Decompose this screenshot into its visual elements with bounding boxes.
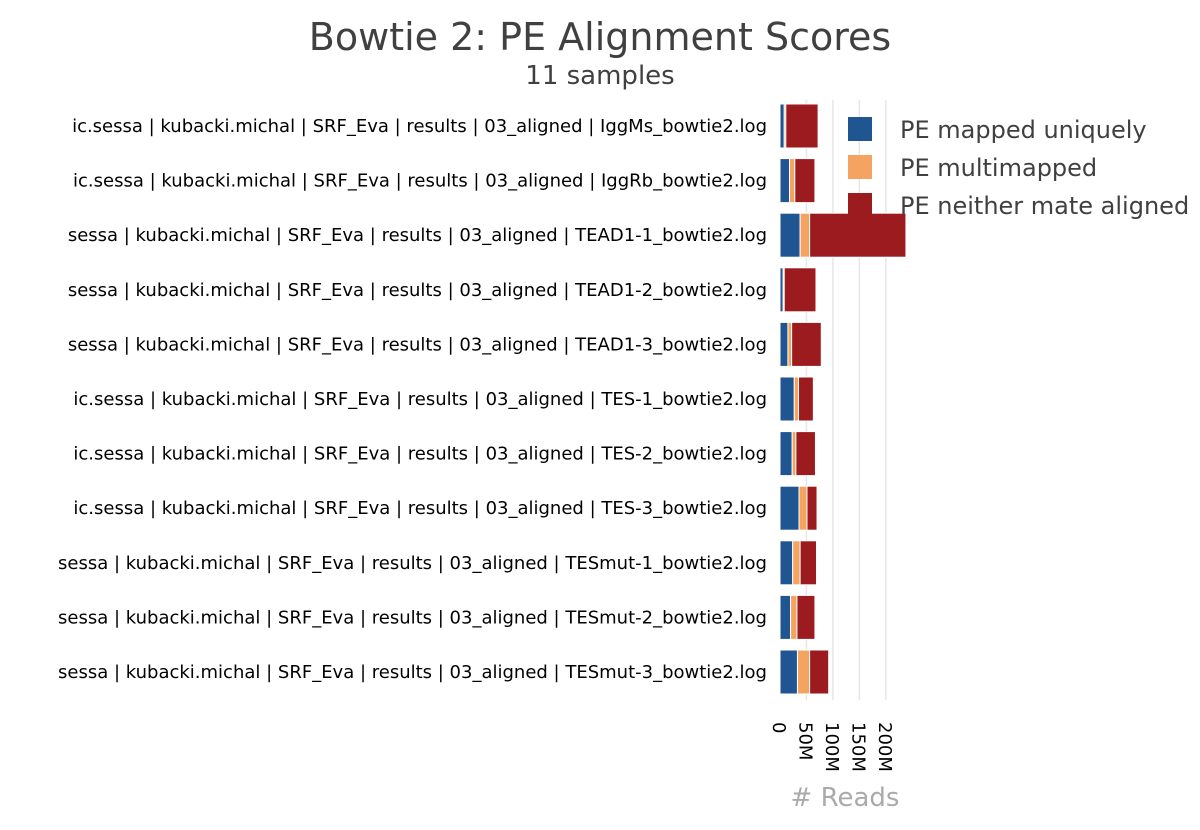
legend-item[interactable]: PE multimapped — [848, 154, 1097, 182]
legend[interactable]: PE mapped uniquely PE multimapped PE neith… — [848, 116, 1189, 220]
x-tick-label: 100M — [821, 722, 842, 772]
category-label: sessa | kubacki.michal | SRF_Eva | resul… — [58, 553, 767, 574]
legend-label: PE neither mate aligned — [900, 192, 1189, 220]
x-axis-label: # Reads — [791, 783, 900, 813]
legend-label: PE mapped uniquely — [900, 116, 1147, 144]
bar-segment-1[interactable]: PE mapped uniquely: 24000000 — [779, 540, 794, 586]
legend-item[interactable]: PE neither mate aligned — [848, 192, 1189, 220]
bar-segment-1[interactable]: PE mapped uniquely: 33000000 — [779, 649, 798, 695]
bar-segment-2[interactable]: PE multimapped: 15000000 — [798, 485, 808, 531]
bar-segment-2[interactable]: PE multimapped: 7000000 — [791, 431, 797, 477]
category-label: ic.sessa | kubacki.michal | SRF_Eva | re… — [73, 171, 767, 192]
category-label: ic.sessa | kubacki.michal | SRF_Eva | re… — [73, 444, 767, 465]
x-tick-label: 150M — [847, 722, 868, 772]
bars: PE mapped uniquely: 8000000 PE multimappe… — [779, 103, 907, 695]
bar-segment-2[interactable]: PE multimapped: 12000000 — [790, 594, 798, 640]
bar-segment-3[interactable]: PE neither mate aligned: 19000000 — [806, 485, 818, 531]
legend-label: PE multimapped — [900, 154, 1097, 182]
bar-segment-3[interactable]: PE neither mate aligned: 31000000 — [799, 540, 818, 586]
bar-segment-1[interactable]: PE mapped uniquely: 36000000 — [779, 485, 800, 531]
x-tick-label: 50M — [794, 722, 815, 760]
legend-swatch — [848, 193, 872, 217]
bar-segment-2[interactable]: PE multimapped: 8000000 — [793, 376, 800, 422]
bar-segment-1[interactable]: PE mapped uniquely: 38000000 — [779, 212, 801, 258]
bar-segment-3[interactable]: PE neither mate aligned: 61000000 — [785, 103, 819, 149]
x-tick-label: 200M — [874, 722, 895, 772]
category-label: sessa | kubacki.michal | SRF_Eva | resul… — [68, 280, 767, 301]
bar-segment-3[interactable]: PE neither mate aligned: 38000000 — [794, 158, 816, 204]
bar-segment-2[interactable]: PE multimapped: 10000000 — [789, 158, 796, 204]
category-label: sessa | kubacki.michal | SRF_Eva | resul… — [68, 334, 767, 355]
bar-segment-1[interactable]: PE mapped uniquely: 15000000 — [779, 321, 789, 367]
chart-subtitle: 11 samples — [525, 61, 674, 91]
bar-row[interactable]: PE mapped uniquely: 33000000PE multimapp… — [779, 649, 830, 695]
category-label: ic.sessa | kubacki.michal | SRF_Eva | re… — [73, 389, 767, 410]
gridlines — [805, 100, 887, 700]
category-label: ic.sessa | kubacki.michal | SRF_Eva | re… — [72, 116, 767, 137]
x-axis-ticks: 0 50M 100M 150M 200M — [768, 722, 895, 772]
bar-row[interactable]: PE mapped uniquely: 24000000PE multimapp… — [779, 540, 818, 586]
legend-swatch — [848, 117, 872, 141]
category-label: ic.sessa | kubacki.michal | SRF_Eva | re… — [73, 498, 767, 519]
legend-item[interactable]: PE mapped uniquely — [848, 116, 1147, 144]
legend-swatch — [848, 155, 872, 179]
bar-row[interactable]: PE mapped uniquely: 20000000PE multimapp… — [779, 594, 816, 640]
bar-segment-3[interactable]: PE neither mate aligned: 37000000 — [795, 431, 816, 477]
bar-segment-2[interactable]: PE multimapped: 23000000 — [796, 649, 811, 695]
bar-segment-3[interactable]: PE neither mate aligned: 60000000 — [783, 267, 817, 313]
category-label: sessa | kubacki.michal | SRF_Eva | resul… — [58, 662, 767, 683]
bar-segment-3[interactable]: PE neither mate aligned: 36000000 — [809, 649, 830, 695]
bar-segment-3[interactable]: PE neither mate aligned: 56000000 — [791, 321, 822, 367]
bar-row[interactable]: PE mapped uniquely: 15000000PE multimapp… — [779, 321, 822, 367]
category-labels: ic.sessa | kubacki.michal | SRF_Eva | re… — [58, 116, 767, 683]
category-label: sessa | kubacki.michal | SRF_Eva | resul… — [68, 225, 767, 246]
bar-segment-2[interactable]: PE multimapped: 7000000 — [787, 321, 793, 367]
bar-segment-1[interactable]: PE mapped uniquely: 23000000 — [779, 431, 793, 477]
bar-segment-1[interactable]: PE mapped uniquely: 8000000 — [779, 103, 785, 149]
bar-row[interactable]: PE mapped uniquely: 36000000PE multimapp… — [779, 485, 818, 531]
bar-row[interactable]: PE mapped uniquely: 8000000PE multimappe… — [779, 103, 819, 149]
x-tick-label: 0 — [768, 722, 789, 733]
bar-row[interactable]: PE mapped uniquely: 6000000PE multimappe… — [779, 267, 817, 313]
bar-segment-3[interactable]: PE neither mate aligned: 182000000 — [809, 212, 907, 258]
category-label: sessa | kubacki.michal | SRF_Eva | resul… — [58, 607, 767, 628]
bar-segment-2[interactable]: PE multimapped: 14000000 — [792, 540, 801, 586]
bar-row[interactable]: PE mapped uniquely: 18000000PE multimapp… — [779, 158, 816, 204]
bar-segment-1[interactable]: PE mapped uniquely: 18000000 — [779, 158, 791, 204]
bar-segment-1[interactable]: PE mapped uniquely: 20000000 — [779, 594, 792, 640]
bar-row[interactable]: PE mapped uniquely: 38000000PE multimapp… — [779, 212, 907, 258]
bar-row[interactable]: PE mapped uniquely: 23000000PE multimapp… — [779, 431, 816, 477]
bar-row[interactable]: PE mapped uniquely: 27000000PE multimapp… — [779, 376, 814, 422]
bar-segment-2[interactable]: PE multimapped: 18000000 — [799, 212, 811, 258]
bar-segment-3[interactable]: PE neither mate aligned: 28000000 — [798, 376, 814, 422]
chart-title: Bowtie 2: PE Alignment Scores — [309, 15, 891, 59]
bar-segment-1[interactable]: PE mapped uniquely: 27000000 — [779, 376, 795, 422]
bar-segment-3[interactable]: PE neither mate aligned: 34000000 — [796, 594, 816, 640]
